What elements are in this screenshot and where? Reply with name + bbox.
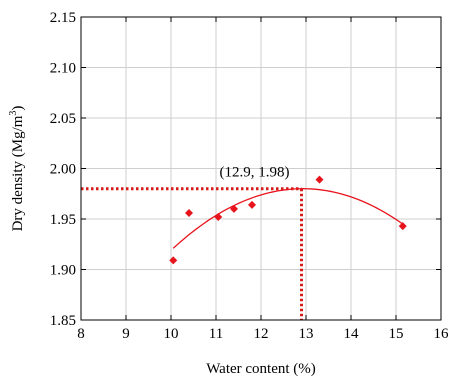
x-tick-label: 11 (209, 326, 223, 342)
y-axis-title-main: Dry density (Mg/m (10, 115, 26, 231)
y-axis-title-superscript: 3 (8, 111, 19, 116)
y-tick-labels: 1.85 1.90 1.95 2.00 2.05 2.10 2.15 (50, 10, 76, 329)
y-tick-label: 2.00 (50, 162, 76, 178)
y-tick-label: 1.90 (50, 263, 76, 279)
x-tick-label: 15 (389, 326, 404, 342)
y-tick-label: 2.15 (50, 10, 76, 26)
x-tick-label: 13 (299, 326, 314, 342)
y-tick-label: 1.95 (50, 212, 76, 228)
grid (81, 17, 441, 320)
data-point (185, 208, 193, 217)
x-tick-label: 8 (77, 326, 85, 342)
x-axis-title: Water content (%) (206, 361, 316, 377)
optimum-guide-lines (81, 187, 303, 320)
y-tick-label: 1.85 (50, 313, 76, 329)
x-tick-label: 14 (344, 326, 360, 342)
x-tick-label: 10 (164, 326, 179, 342)
y-tick-label: 2.10 (50, 61, 76, 77)
data-point (315, 175, 324, 184)
y-axis-title: Dry density (Mg/m3) (8, 106, 26, 232)
axis-ticks (80, 16, 442, 321)
y-axis-title-close: ) (10, 106, 26, 111)
fit-curve (172, 188, 404, 249)
data-point (248, 200, 256, 209)
data-points (169, 175, 407, 265)
x-tick-labels: 8 9 10 11 12 13 14 15 16 (77, 326, 449, 342)
x-tick-label: 16 (434, 326, 450, 342)
data-point (398, 222, 407, 231)
y-tick-label: 2.05 (50, 111, 76, 127)
x-tick-label: 9 (122, 326, 130, 342)
data-point (169, 256, 178, 265)
optimum-annotation: (12.9, 1.98) (220, 165, 290, 181)
data-point (230, 204, 238, 213)
x-tick-label: 12 (254, 326, 269, 342)
data-point (214, 212, 223, 221)
